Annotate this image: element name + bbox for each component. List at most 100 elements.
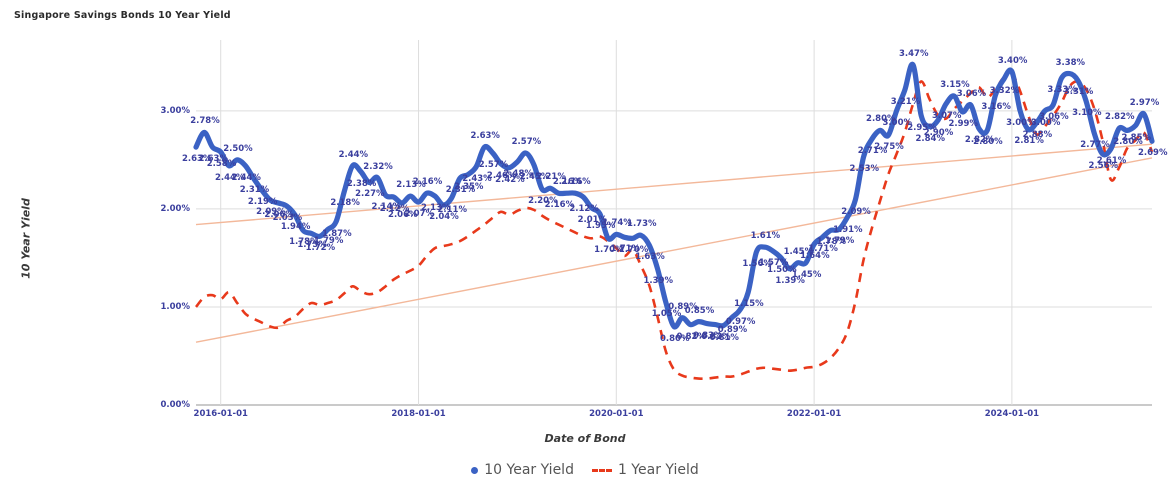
data-point-label: 2.09%	[841, 207, 871, 218]
data-point-label: 2.85%	[1121, 132, 1152, 143]
data-point-label: 2.09%	[256, 207, 286, 218]
data-point-label: 2.19%	[247, 197, 278, 208]
y-axis-tick-label: 0.00%	[160, 400, 191, 410]
lower-trendline	[195, 157, 1153, 343]
legend-item-10-year-yield[interactable]: 10 Year Yield	[471, 462, 574, 478]
data-point-label: 2.35%	[453, 181, 484, 192]
data-point-label: 2.77%	[1080, 140, 1110, 151]
series-line-1-year-yield[interactable]	[194, 71, 1154, 380]
series-line-10-year-yield[interactable]	[193, 61, 1155, 330]
data-point-label: 2.48%	[503, 168, 533, 179]
data-point-label: 2.11%	[437, 205, 467, 216]
data-point-label: 0.82%	[701, 331, 731, 342]
data-point-label: 2.20%	[528, 196, 558, 207]
data-point-label: 2.88%	[1022, 129, 1053, 140]
data-point-label: 2.12%	[569, 204, 599, 215]
data-point-label: 2.97%	[1129, 97, 1160, 108]
data-point-label: 2.38%	[346, 178, 377, 189]
x-axis-tick-label: 2020-01-01	[589, 409, 644, 419]
x-axis-tick-label: 2018-01-01	[391, 409, 446, 419]
data-point-label: 0.82%	[676, 331, 706, 342]
data-point-label: 2.13%	[421, 203, 451, 214]
data-point-label: 2.16%	[552, 177, 583, 188]
data-point-label: 2.13%	[396, 180, 426, 191]
data-point-label: 2.06%	[264, 210, 294, 220]
data-point-label: 2.69%	[1138, 148, 1168, 159]
legend-item-1-year-yield[interactable]: 1 Year Yield	[591, 462, 699, 478]
data-point-label: 2.31%	[239, 185, 270, 196]
data-point-label: 2.57%	[478, 159, 509, 170]
data-point-label: 2.61%	[1096, 156, 1127, 167]
data-point-label: 2.44%	[338, 149, 369, 160]
data-point-label: 1.87%	[322, 228, 352, 239]
data-point-label: 1.57%	[758, 258, 789, 269]
data-point-label: 1.91%	[833, 224, 863, 235]
data-point-label: 2.99%	[948, 118, 978, 129]
data-point-label: 1.72%	[305, 243, 336, 254]
data-point-label: 2.63%	[198, 154, 228, 165]
data-point-label: 2.50%	[223, 143, 253, 154]
data-point-label: 0.81%	[709, 332, 739, 343]
data-point-label: 1.56%	[742, 259, 772, 270]
data-point-label: 1.50%	[767, 264, 797, 275]
data-point-label: 2.42%	[495, 174, 525, 185]
data-point-label: 2.84%	[915, 133, 945, 144]
data-point-label: 3.15%	[940, 80, 970, 91]
data-point-label: 2.90%	[923, 127, 954, 138]
data-point-label: 3.21%	[890, 97, 921, 108]
x-axis-tick-label: 2022-01-01	[786, 409, 842, 419]
legend-dash-icon	[591, 468, 612, 472]
data-point-label: 1.45%	[791, 269, 822, 280]
data-point-label: 3.00%	[1006, 117, 1036, 128]
x-axis-tick-label: 2024-01-01	[984, 409, 1040, 419]
data-point-label: 2.14%	[371, 202, 402, 213]
data-point-label: 0.83%	[692, 330, 723, 341]
data-point-label: 2.95%	[907, 122, 937, 133]
data-point-label: 2.53%	[849, 163, 880, 174]
data-point-label: 1.64%	[800, 251, 830, 262]
data-point-label: 2.06%	[388, 210, 418, 220]
data-point-label: 2.21%	[536, 172, 566, 183]
data-point-label: 2.31%	[445, 185, 476, 196]
data-point-label: 1.79%	[824, 236, 855, 247]
y-axis-tick-label: 1.00%	[160, 301, 191, 312]
data-point-label: 1.15%	[734, 299, 764, 310]
data-point-label: 1.94%	[280, 221, 311, 232]
legend-dot-icon	[471, 466, 479, 474]
data-point-label: 2.80%	[973, 137, 1003, 148]
y-axis-tick-label: 2.00%	[160, 203, 191, 214]
data-point-label: 2.82%	[964, 135, 995, 146]
upper-trendline	[195, 143, 1153, 226]
data-point-label: 1.45%	[783, 246, 814, 257]
data-point-label: 1.71%	[808, 244, 838, 255]
data-point-label: 1.73%	[627, 219, 657, 230]
data-point-label: 2.07%	[404, 209, 435, 220]
data-point-label: 1.75%	[297, 240, 327, 251]
data-point-label: 3.10%	[1072, 108, 1102, 119]
data-point-label: 2.04%	[429, 211, 459, 222]
data-point-label: 3.16%	[981, 102, 1011, 113]
data-point-label: 1.70%	[594, 245, 624, 256]
data-point-label: 2.44%	[231, 172, 261, 183]
data-point-label: 1.63%	[635, 252, 665, 263]
data-point-label: 3.31%	[1063, 87, 1094, 98]
data-point-label: 2.01%	[577, 214, 608, 225]
data-point-label: 2.16%	[544, 200, 575, 211]
data-point-label: 1.39%	[643, 275, 674, 286]
data-point-label: 3.06%	[956, 88, 987, 99]
data-point-label: 3.32%	[989, 86, 1020, 97]
data-point-label: 3.38%	[1055, 57, 1086, 68]
data-point-label: 3.47%	[899, 48, 929, 59]
data-point-label: 2.43%	[462, 173, 492, 184]
y-axis-tick-label: 3.00%	[160, 105, 191, 116]
data-point-label: 2.46%	[486, 170, 517, 181]
data-point-label: 1.61%	[750, 231, 781, 242]
x-axis-tick-label: 2016-01-01	[193, 409, 248, 419]
data-point-label: 2.81%	[1014, 136, 1044, 147]
data-point-label: 3.00%	[882, 117, 913, 128]
page-title: Singapore Savings Bonds 10 Year Yield	[14, 10, 231, 21]
data-point-label: 0.80%	[660, 333, 690, 344]
data-point-label: 2.32%	[363, 161, 393, 172]
data-point-label: 2.58%	[206, 159, 237, 170]
